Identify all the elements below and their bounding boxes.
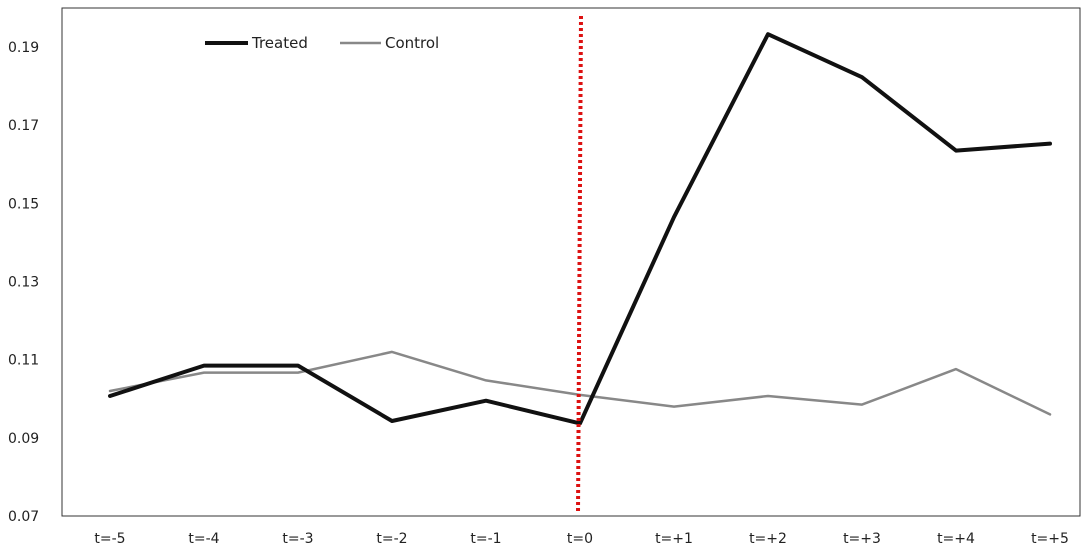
- plot-frame: [61, 7, 1081, 517]
- x-tick-label: t=+1: [655, 531, 693, 547]
- series-line-treated: [108, 32, 1052, 426]
- y-tick-label: 0.15: [8, 196, 39, 212]
- x-tick-label: t=-3: [282, 531, 313, 547]
- x-tick-label: t=-2: [376, 531, 407, 547]
- y-tick-label: 0.09: [8, 431, 39, 447]
- y-axis: 0.07 0.09 0.11 0.13 0.15 0.17 0.19: [8, 40, 39, 525]
- x-tick-label: t=-4: [188, 531, 219, 547]
- y-tick-label: 0.17: [8, 118, 39, 134]
- plot-border: [61, 7, 1081, 517]
- x-tick-label: t=+5: [1031, 531, 1069, 547]
- y-tick-label: 0.13: [8, 275, 39, 291]
- legend-label-treated: Treated: [251, 34, 308, 52]
- legend-label-control: Control: [385, 34, 439, 52]
- marker-layer: [576, 15, 583, 515]
- x-axis: t=-5 t=-4 t=-3 t=-2 t=-1 t=0 t=+1 t=+2 t=+3 t=+4 t…: [94, 531, 1069, 547]
- x-tick-label: t=+3: [843, 531, 881, 547]
- x-tick-label: t=+4: [937, 531, 975, 547]
- y-tick-label: 0.19: [8, 40, 39, 56]
- x-tick-label: t=+2: [749, 531, 787, 547]
- x-tick-label: t=0: [567, 531, 593, 547]
- x-tick-label: t=-5: [94, 531, 125, 547]
- treatment-marker-line: [576, 15, 583, 515]
- y-tick-label: 0.11: [8, 353, 39, 369]
- legend: Treated Control: [205, 34, 439, 52]
- y-tick-label: 0.07: [8, 509, 39, 525]
- x-tick-label: t=-1: [470, 531, 501, 547]
